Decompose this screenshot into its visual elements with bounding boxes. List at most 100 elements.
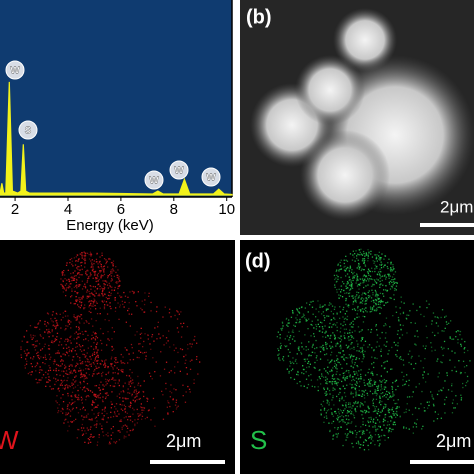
signal-dot — [84, 361, 87, 363]
signal-dot — [384, 435, 386, 437]
signal-dot — [388, 349, 390, 352]
x-tick-label: 10 — [218, 201, 235, 218]
signal-dot — [300, 342, 303, 344]
signal-dot — [137, 375, 139, 378]
signal-dot — [73, 420, 75, 422]
signal-dot — [348, 422, 350, 424]
signal-dot — [354, 387, 356, 389]
signal-dot — [330, 303, 332, 305]
signal-dot — [45, 358, 47, 360]
signal-dot — [380, 411, 382, 414]
signal-dot — [420, 313, 422, 316]
signal-dot — [121, 370, 123, 372]
signal-dot — [108, 371, 110, 373]
signal-dot — [47, 323, 50, 325]
signal-dot — [76, 437, 78, 439]
signal-dot — [111, 391, 113, 393]
signal-dot — [326, 387, 329, 389]
signal-dot — [360, 426, 362, 428]
signal-dot — [380, 355, 382, 357]
signal-dot — [361, 403, 363, 405]
signal-dot — [322, 311, 324, 313]
signal-dot — [93, 407, 95, 409]
signal-dot — [296, 309, 299, 311]
signal-dot — [351, 376, 354, 378]
signal-dot — [188, 388, 191, 390]
signal-dot — [347, 357, 349, 359]
signal-dot — [35, 370, 37, 372]
signal-dot — [377, 428, 379, 430]
signal-dot — [285, 345, 287, 348]
signal-dot — [339, 352, 341, 354]
signal-dot — [386, 371, 388, 373]
signal-dot — [326, 315, 328, 317]
signal-dot — [458, 330, 460, 332]
signal-dot — [165, 382, 167, 385]
signal-dot — [382, 300, 384, 303]
signal-dot — [336, 291, 338, 293]
signal-dot — [378, 445, 380, 447]
signal-dot — [363, 430, 365, 433]
signal-dot — [38, 369, 41, 371]
signal-dot — [311, 351, 313, 353]
signal-dot — [437, 358, 439, 360]
signal-dot — [384, 406, 386, 408]
signal-dot — [83, 322, 85, 324]
signal-dot — [80, 314, 82, 316]
signal-dot — [390, 416, 393, 418]
signal-dot — [367, 421, 370, 424]
signal-dot — [154, 425, 156, 427]
signal-dot — [80, 265, 82, 267]
signal-dot — [360, 402, 362, 404]
signal-dot — [68, 278, 70, 280]
signal-dot — [107, 432, 109, 434]
signal-dot — [38, 371, 41, 374]
signal-dot — [356, 257, 358, 260]
signal-dot — [342, 385, 344, 387]
signal-dot — [91, 334, 93, 336]
signal-dot — [56, 322, 58, 324]
signal-dot — [376, 357, 378, 360]
signal-dot — [383, 325, 385, 327]
signal-dot — [134, 424, 136, 427]
signal-dot — [88, 439, 91, 441]
signal-dot — [375, 428, 377, 431]
signal-dot — [370, 442, 372, 444]
signal-dot — [286, 335, 288, 337]
signal-dot — [326, 381, 328, 383]
signal-dot — [128, 302, 130, 304]
signal-dot — [371, 307, 374, 309]
signal-dot — [387, 437, 389, 439]
signal-dot — [460, 343, 462, 345]
signal-dot — [393, 268, 395, 270]
signal-dot — [354, 330, 356, 332]
signal-dot — [133, 292, 135, 294]
signal-dot — [376, 334, 379, 336]
signal-dot — [346, 363, 348, 365]
signal-dot — [89, 285, 91, 287]
signal-dot — [420, 403, 422, 405]
signal-dot — [151, 336, 153, 338]
signal-dot — [291, 310, 294, 312]
signal-dot — [106, 412, 108, 415]
signal-dot — [131, 395, 133, 397]
signal-dot — [342, 372, 344, 374]
signal-dot — [321, 306, 323, 308]
signal-dot — [342, 308, 344, 311]
signal-dot — [85, 372, 88, 374]
signal-dot — [353, 417, 356, 419]
signal-dot — [31, 371, 33, 373]
signal-dot — [120, 419, 122, 421]
signal-dot — [373, 361, 375, 364]
signal-dot — [48, 336, 50, 338]
signal-dot — [182, 395, 184, 397]
signal-dot — [289, 351, 291, 353]
signal-dot — [74, 400, 76, 403]
signal-dot — [315, 325, 318, 328]
signal-dot — [71, 421, 74, 423]
signal-dot — [339, 317, 341, 319]
signal-dot — [351, 407, 353, 409]
signal-dot — [98, 267, 100, 269]
signal-dot — [368, 252, 370, 254]
signal-dot — [353, 373, 356, 375]
